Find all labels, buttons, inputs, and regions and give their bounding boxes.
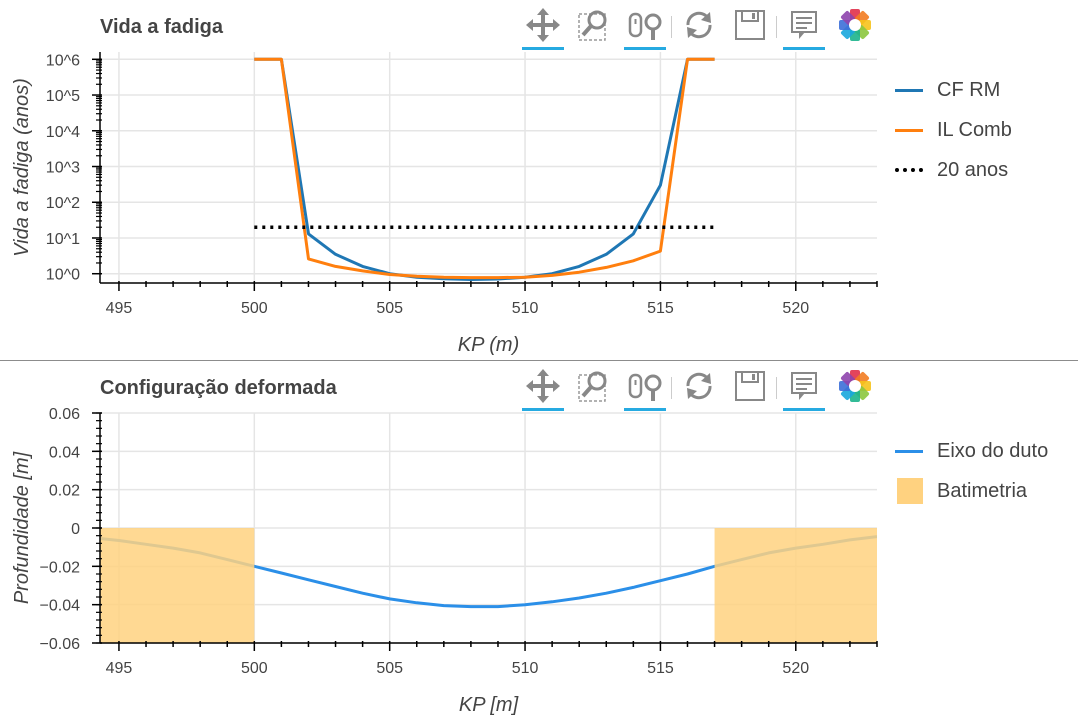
save-tool-button[interactable]: [727, 365, 773, 409]
panel-title: Configuração deformada: [100, 377, 337, 399]
bokeh-logo-tool-button[interactable]: [832, 365, 878, 409]
grid: [100, 52, 877, 283]
wheel-zoom-icon: [628, 12, 662, 40]
hover-tool-button[interactable]: [781, 365, 827, 411]
y-tick-label: 10^0: [46, 267, 80, 284]
legend-label: Eixo do duto: [937, 439, 1049, 462]
toolbar: [520, 4, 883, 50]
y-tick-label: 10^5: [46, 88, 80, 105]
y-tick-label: 0.06: [49, 406, 80, 423]
hover-icon: [791, 372, 817, 400]
fatigue-life-plot[interactable]: 495 500 505 510 515 520 10^0 10^1 10^2 10^3 10^4 10…: [0, 0, 1078, 360]
x-axis-label: KP [m]: [459, 694, 519, 716]
y-tick-label: 10^6: [46, 52, 80, 69]
y-tick-label: 10^2: [46, 195, 80, 212]
legend: Eixo do duto Batimetria: [893, 431, 1048, 511]
bokeh-logo-icon: [839, 370, 871, 402]
panel-title: Vida a fadiga: [100, 16, 224, 38]
save-icon: [735, 10, 765, 40]
x-tick-label: 505: [376, 300, 403, 317]
legend-item[interactable]: 20 anos: [893, 150, 1012, 190]
save-icon: [735, 371, 765, 401]
legend-glyph: [893, 441, 927, 461]
x-tick-label: 520: [782, 660, 809, 677]
legend-label: 20 anos: [937, 158, 1009, 181]
deformed-configuration-plot[interactable]: 495 500 505 510 515 520 −0.06 −0.04 −0.02 0 0.02 0.…: [0, 361, 1078, 721]
y-tick-label: −0.02: [40, 559, 81, 576]
box-zoom-icon: [578, 371, 607, 402]
toolbar-separator: [776, 16, 777, 38]
save-tool-button[interactable]: [727, 4, 773, 48]
deformed-configuration-panel: 495 500 505 510 515 520 −0.06 −0.04 −0.02 0 0.02 0.…: [0, 361, 1078, 721]
y-tick-label: 0.02: [49, 483, 80, 500]
reset-tool-button[interactable]: [676, 365, 722, 409]
y-axis-label: Profundidade [m]: [11, 451, 33, 604]
panel-divider: [0, 360, 1078, 361]
y-axis-label: Vida a fadiga (anos): [11, 78, 33, 257]
x-tick-label: 500: [241, 660, 268, 677]
legend-item[interactable]: Batimetria: [893, 471, 1048, 511]
box-zoom-icon: [578, 10, 607, 41]
x-tick-label: 520: [782, 300, 809, 317]
axes: 495 500 505 510 515 520 10^0 10^1 10^2 10^3 10^4 10…: [46, 52, 878, 317]
series-line[interactable]: [254, 57, 715, 281]
wheel-zoom-icon: [628, 373, 662, 401]
toolbar: [520, 365, 883, 411]
bathymetry-area[interactable]: [100, 528, 255, 643]
bokeh-logo-tool-button[interactable]: [832, 4, 878, 48]
legend-glyph: [893, 160, 927, 180]
y-tick-label: 10^3: [46, 160, 80, 177]
legend-label: CF RM: [937, 78, 1001, 101]
series-line[interactable]: [254, 57, 715, 280]
x-tick-label: 500: [241, 300, 268, 317]
hover-tool-button[interactable]: [781, 4, 827, 50]
box-zoom-tool-button[interactable]: [571, 365, 617, 409]
toolbar-separator: [671, 377, 672, 399]
y-tick-label: 10^1: [46, 231, 80, 248]
legend-label: IL Comb: [937, 118, 1012, 141]
legend-item[interactable]: Eixo do duto: [893, 431, 1048, 471]
pan-tool-button[interactable]: [520, 4, 566, 50]
toolbar-separator: [776, 377, 777, 399]
x-tick-label: 505: [376, 660, 403, 677]
legend-glyph: [893, 80, 927, 100]
pan-icon: [526, 369, 560, 403]
reset-icon: [686, 372, 712, 400]
reset-icon: [686, 11, 712, 39]
x-tick-label: 515: [647, 300, 674, 317]
y-tick-label: −0.04: [40, 598, 81, 615]
bathymetry-area[interactable]: [714, 528, 877, 643]
x-tick-label: 495: [106, 300, 133, 317]
x-tick-label: 510: [512, 660, 539, 677]
bokeh-logo-icon: [839, 9, 871, 41]
wheel-zoom-tool-button[interactable]: [622, 4, 668, 50]
legend-glyph: [893, 120, 927, 140]
hover-icon: [791, 11, 817, 39]
legend-item[interactable]: CF RM: [893, 70, 1012, 110]
legend: CF RM IL Comb 20 anos: [893, 70, 1012, 190]
y-tick-label: 10^4: [46, 124, 80, 141]
pan-tool-button[interactable]: [520, 365, 566, 411]
y-tick-label: 0.04: [49, 444, 80, 461]
box-zoom-tool-button[interactable]: [571, 4, 617, 48]
pan-icon: [526, 8, 560, 42]
x-tick-label: 510: [512, 300, 539, 317]
reset-tool-button[interactable]: [676, 4, 722, 48]
legend-item[interactable]: IL Comb: [893, 110, 1012, 150]
legend-label: Batimetria: [937, 479, 1028, 502]
axes: 495 500 505 510 515 520 −0.06 −0.04 −0.02 0 0.02 0.…: [40, 406, 878, 677]
y-tick-label: 0: [71, 521, 80, 538]
y-tick-label: −0.06: [40, 636, 81, 653]
x-tick-label: 495: [106, 660, 133, 677]
wheel-zoom-tool-button[interactable]: [622, 365, 668, 411]
x-tick-label: 515: [647, 660, 674, 677]
legend-glyph: [893, 478, 927, 504]
fatigue-life-panel: 495 500 505 510 515 520 10^0 10^1 10^2 10^3 10^4 10…: [0, 0, 1078, 360]
x-axis-label: KP (m): [458, 334, 519, 356]
toolbar-separator: [671, 16, 672, 38]
